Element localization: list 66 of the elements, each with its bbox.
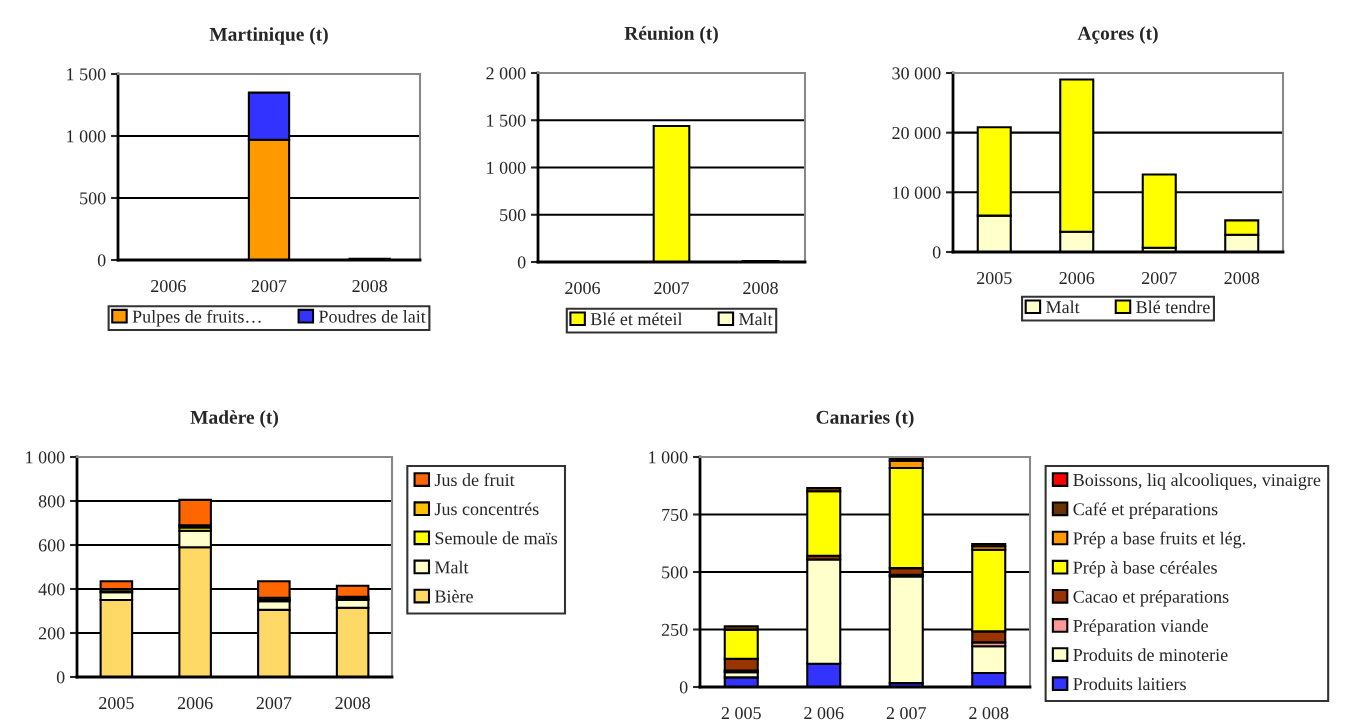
legend-label: Prép à base céréales [1073,560,1217,578]
legend-label: Malt [739,312,773,326]
y-tick-label: 750 [662,508,688,521]
legend-label: Préparation viande [1073,619,1208,636]
x-tick-label: 2007 [256,696,292,710]
y-tick-label: 0 [517,256,526,269]
y-tick-label: 1 500 [67,68,106,81]
x-tick-label: 2008 [743,281,778,295]
x-tick-label: 2008 [1224,271,1260,285]
y-tick-label: 0 [56,671,65,684]
x-tick-label: 2 005 [721,706,761,720]
legend-label: Poudres de lait [318,310,426,323]
chart-title: Madère (t) [190,410,279,428]
x-tick-label: 2006 [565,281,601,295]
y-tick-label: 0 [679,681,688,694]
y-tick-label: 500 [500,209,526,222]
y-tick-label: 1 000 [649,451,688,464]
legend-label: Blé tendre [1136,300,1210,314]
x-tick-label: 2006 [151,279,186,293]
y-tick-label: 200 [38,627,65,640]
y-tick-label: 1 000 [67,130,106,143]
x-tick-label: 2005 [99,696,134,710]
legend-label: Jus de fruit [434,473,515,487]
x-tick-label: 2007 [1141,271,1177,285]
chart-title: Réunion (t) [624,26,718,44]
y-tick-label: 0 [932,246,941,259]
x-tick-label: 2 006 [804,706,844,720]
legend-label: Malt [1046,300,1080,314]
legend-label: Produits de minoterie [1073,648,1228,662]
legend-label: Boissons, liq alcooliques, vinaigre [1073,473,1321,490]
x-tick-label: 2007 [251,279,287,293]
legend-label: Jus concentrés [434,502,539,516]
x-tick-label: 2006 [1059,271,1095,285]
legend-label: Produits laitiers [1073,677,1186,691]
y-tick-label: 0 [97,254,106,267]
y-tick-label: 600 [38,539,65,552]
x-tick-label: 2006 [177,696,213,710]
x-tick-label: 2 007 [886,706,927,720]
legend-label: Malt [434,560,469,574]
legend-label: Blé et méteil [590,312,683,326]
y-tick-label: 1 000 [26,451,65,464]
legend-label: Cacao et préparations [1073,590,1229,607]
chart-title: Canaries (t) [816,410,914,428]
x-tick-label: 2008 [335,696,370,710]
y-tick-label: 250 [661,623,688,636]
y-tick-label: 1 500 [487,114,526,127]
legend-label: Prép a base fruits et lég. [1073,531,1245,549]
y-tick-label: 2 000 [486,67,526,80]
y-tick-label: 1 000 [487,161,526,174]
legend-label: Café et préparations [1073,502,1218,519]
y-tick-label: 500 [80,192,106,205]
y-tick-label: 500 [662,566,688,579]
x-tick-label: 2005 [976,271,1012,285]
y-tick-label: 20 000 [892,126,941,140]
legend-label: Pulpes de fruits… [132,309,261,327]
chart-title: Martinique (t) [209,27,328,45]
y-tick-label: 800 [38,495,65,508]
legend-label: Semoule de maïs [435,531,558,545]
legend-label: Bière [434,589,473,603]
x-tick-label: 2008 [352,279,388,293]
x-tick-label: 2 008 [969,706,1009,720]
y-tick-label: 30 000 [892,67,941,80]
y-tick-label: 10 000 [893,186,941,199]
chart-title: Açores (t) [1077,26,1158,44]
y-tick-label: 400 [38,583,65,596]
x-tick-label: 2007 [654,281,690,295]
